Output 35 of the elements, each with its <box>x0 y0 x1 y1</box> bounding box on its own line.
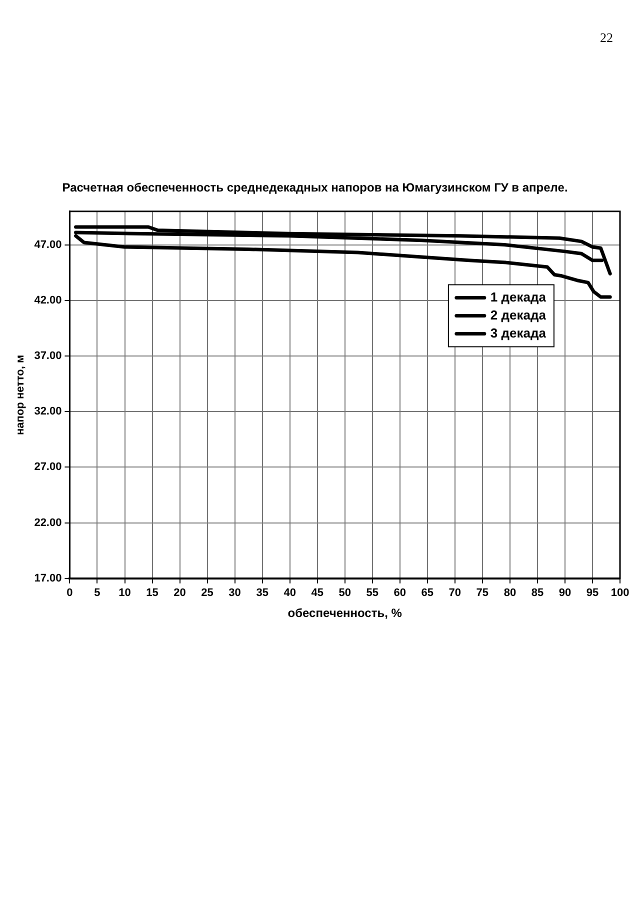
x-tick-label: 65 <box>421 587 434 600</box>
x-tick-label: 40 <box>284 587 296 600</box>
y-tick-label: 47.00 <box>34 238 62 251</box>
text: 22 <box>600 30 613 46</box>
y-axis-title: напор нетто, м <box>14 354 27 435</box>
legend-label: 1 декада <box>490 289 547 304</box>
x-axis-title: обеспеченность, % <box>288 606 402 620</box>
x-tick-label: 75 <box>476 587 489 600</box>
chart-title: Расчетная обеспеченность среднедекадных напоров на Юмагузинском ГУ в апреле. <box>62 180 568 195</box>
y-tick-label: 22.00 <box>34 516 62 529</box>
x-tick-label: 70 <box>448 587 462 600</box>
x-tick-label: 30 <box>228 587 241 600</box>
x-tick-label: 85 <box>531 587 544 600</box>
x-tick-label: 45 <box>311 587 324 600</box>
x-tick-label: 0 <box>66 587 73 600</box>
x-tick-label: 35 <box>256 587 268 600</box>
x-tick-label: 20 <box>174 587 186 600</box>
x-tick-label: 5 <box>94 587 100 600</box>
x-tick-label: 60 <box>394 587 406 600</box>
x-tick-label: 15 <box>146 587 158 600</box>
x-tick-label: 80 <box>504 587 516 600</box>
x-tick-label: 90 <box>558 587 572 600</box>
legend-label: 2 декада <box>490 307 547 322</box>
y-tick-label: 32.00 <box>34 406 62 418</box>
y-tick-label: 17.00 <box>34 572 62 584</box>
x-tick-label: 95 <box>586 587 599 600</box>
y-tick-label: 42.00 <box>34 294 62 306</box>
x-tick-label: 25 <box>201 587 214 600</box>
x-tick-label: 100 <box>610 587 630 600</box>
y-tick-label: 27.00 <box>34 461 62 474</box>
x-tick-label: 50 <box>338 587 351 600</box>
y-tick-label: 37.00 <box>34 350 62 362</box>
x-tick-label: 55 <box>366 587 378 600</box>
legend-label: 3 декада <box>490 325 547 340</box>
x-tick-label: 10 <box>118 587 131 600</box>
